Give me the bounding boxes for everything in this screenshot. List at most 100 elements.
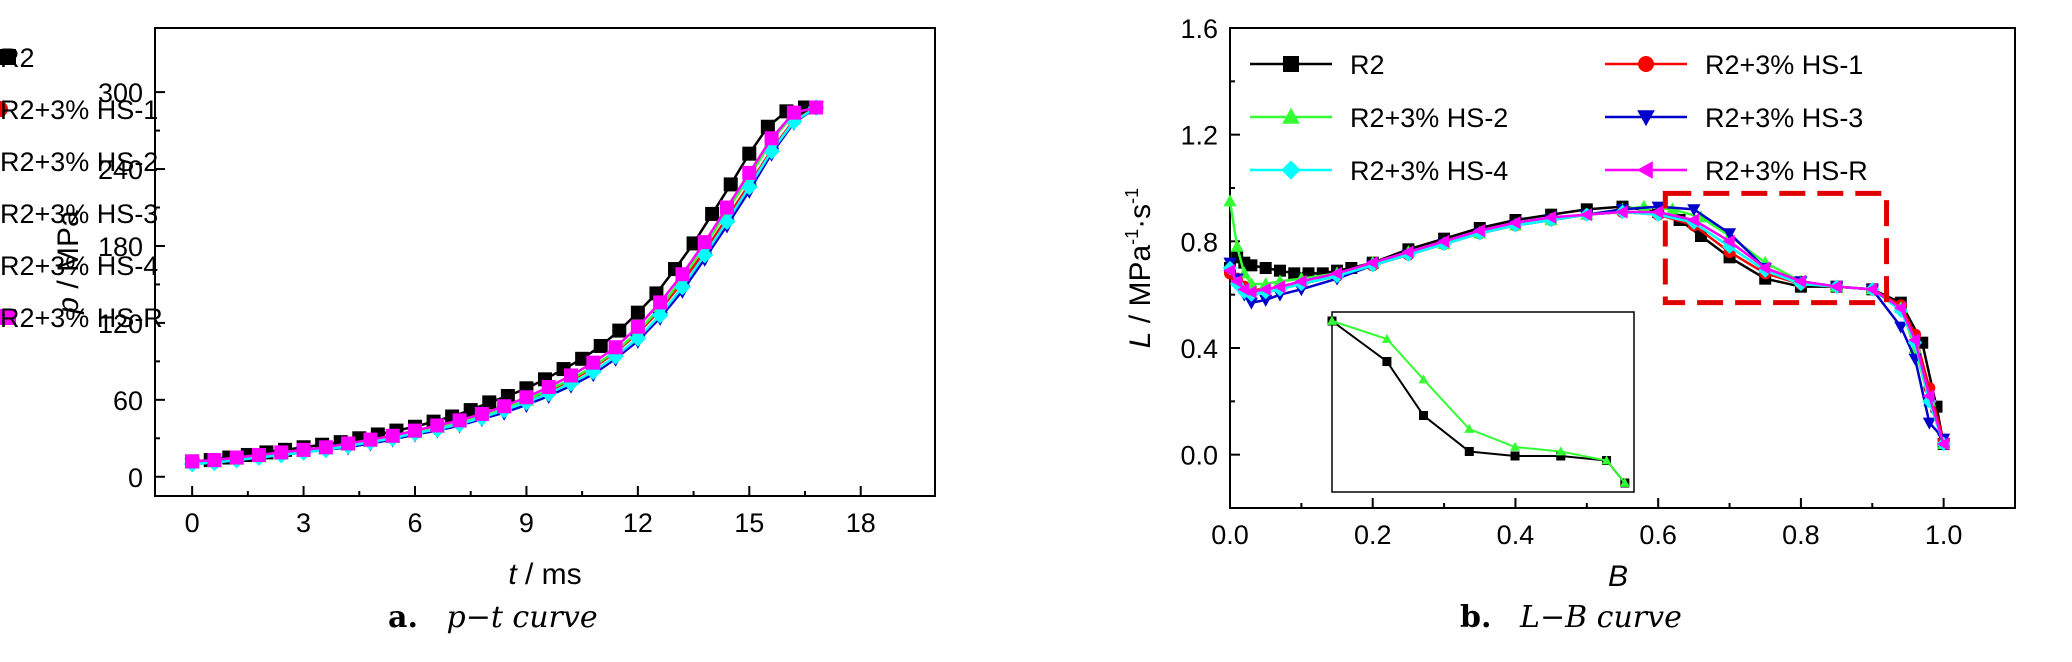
- data-point: [1231, 251, 1244, 264]
- data-point: [630, 319, 645, 334]
- data-point: [586, 355, 601, 370]
- data-point: [697, 235, 712, 250]
- data-point: [1637, 199, 1651, 212]
- data-point: [1922, 417, 1936, 430]
- data-point: [1894, 321, 1908, 334]
- data-point: [1651, 205, 1664, 219]
- y-tick-label: 0.8: [1180, 227, 1218, 257]
- data-point: [740, 178, 758, 196]
- highlight-box: [1662, 190, 1890, 306]
- data-point: [1365, 256, 1378, 270]
- x-tick-label: 6: [407, 508, 422, 538]
- data-point: [1687, 204, 1701, 217]
- data-point: [653, 295, 668, 310]
- x-tick-label: 0.4: [1497, 520, 1535, 550]
- data-point: [482, 395, 497, 410]
- data-point: [185, 454, 200, 469]
- y-tick-label: 60: [113, 386, 143, 416]
- legend-label: R2+3% HS-1: [0, 95, 158, 125]
- data-point: [1259, 262, 1272, 274]
- data-point: [1472, 224, 1485, 238]
- data-point: [1686, 213, 1699, 227]
- data-point: [718, 213, 736, 231]
- zoom-highlight-rect: [1662, 190, 1890, 306]
- x-tick-label: 15: [734, 508, 764, 538]
- data-point: [1401, 245, 1414, 259]
- plot-area-a: [154, 27, 936, 497]
- series-group-a: [183, 99, 825, 473]
- legend-label: R2+3% HS-3: [0, 199, 158, 229]
- inset-data-point: [1601, 455, 1612, 465]
- y-tick-label: 0.4: [1180, 334, 1218, 364]
- y-axis-label-b: L / MPa-1·s-1: [1122, 188, 1157, 348]
- x-axis-label-a: t / ms: [508, 558, 581, 591]
- chart-lb-curve: 0.0 0.2 0.4 0.6 0.8 1.0 0.0 0.4 0.8 1.2 1.6 R2 R2+3…: [1122, 14, 2016, 593]
- data-point: [786, 105, 801, 120]
- data-point: [497, 399, 512, 414]
- y-tick-label: 240: [98, 155, 143, 185]
- data-point: [207, 453, 222, 468]
- data-point: [1294, 274, 1307, 288]
- y-tick-label: 300: [98, 78, 143, 108]
- data-point: [705, 206, 720, 221]
- data-point: [686, 236, 701, 251]
- data-point: [630, 305, 645, 320]
- data-point: [1615, 205, 1628, 219]
- data-point: [742, 146, 757, 161]
- legend-marker: [1638, 56, 1654, 72]
- inset-data-point: [1418, 374, 1429, 384]
- data-point: [742, 165, 757, 180]
- data-point: [274, 445, 289, 460]
- x-axis-label-b: B: [1608, 560, 1628, 593]
- inset-data-point: [1556, 451, 1566, 461]
- data-point: [1259, 294, 1273, 307]
- inset-series-line: [1331, 320, 1626, 484]
- data-point: [564, 368, 578, 383]
- data-point: [1508, 216, 1521, 230]
- data-point: [1288, 267, 1301, 280]
- legend-marker: [0, 101, 8, 117]
- y-tick-label: 1.2: [1180, 121, 1218, 151]
- data-point: [1223, 264, 1236, 278]
- caption-b-text: L−B curve: [1520, 600, 1682, 635]
- x-tick-label: 0.2: [1354, 520, 1392, 550]
- data-point: [1244, 297, 1259, 310]
- data-point: [651, 306, 669, 324]
- data-point: [1245, 259, 1258, 272]
- data-point: [764, 131, 779, 146]
- data-point: [463, 403, 478, 418]
- inset-data-point: [1510, 441, 1520, 451]
- legend-label: R2: [1350, 50, 1385, 80]
- x-tick-label: 0.6: [1639, 520, 1677, 550]
- data-point: [1223, 194, 1237, 207]
- data-point: [1273, 280, 1286, 294]
- inset-data-point: [1619, 477, 1630, 487]
- data-point: [1230, 239, 1244, 252]
- data-point: [1437, 234, 1450, 248]
- data-point: [385, 428, 400, 443]
- y-tick-label: 0: [128, 463, 143, 493]
- inset-plot: [1327, 311, 1635, 493]
- data-point: [452, 413, 467, 428]
- data-point: [430, 418, 445, 433]
- caption-b-letter: b.: [1460, 600, 1492, 635]
- x-tick-label: 18: [846, 508, 876, 538]
- data-point: [1258, 282, 1271, 296]
- data-point: [1579, 208, 1592, 222]
- data-point: [760, 119, 775, 134]
- inset-data-point: [1381, 333, 1392, 343]
- legend-label: R2: [0, 43, 35, 73]
- inset-data-point: [1419, 411, 1429, 420]
- x-tick-label: 0.8: [1782, 520, 1820, 550]
- series-group-b: [1222, 194, 1951, 452]
- inset-data-point: [1382, 357, 1392, 366]
- data-point: [720, 200, 734, 215]
- legend-marker: [0, 309, 16, 325]
- data-point: [674, 278, 691, 296]
- data-point: [363, 432, 378, 447]
- data-point: [1893, 301, 1906, 315]
- caption-b: b. L−B curve: [1460, 600, 1682, 635]
- inset-data-point: [1327, 315, 1337, 325]
- data-point: [1722, 234, 1735, 248]
